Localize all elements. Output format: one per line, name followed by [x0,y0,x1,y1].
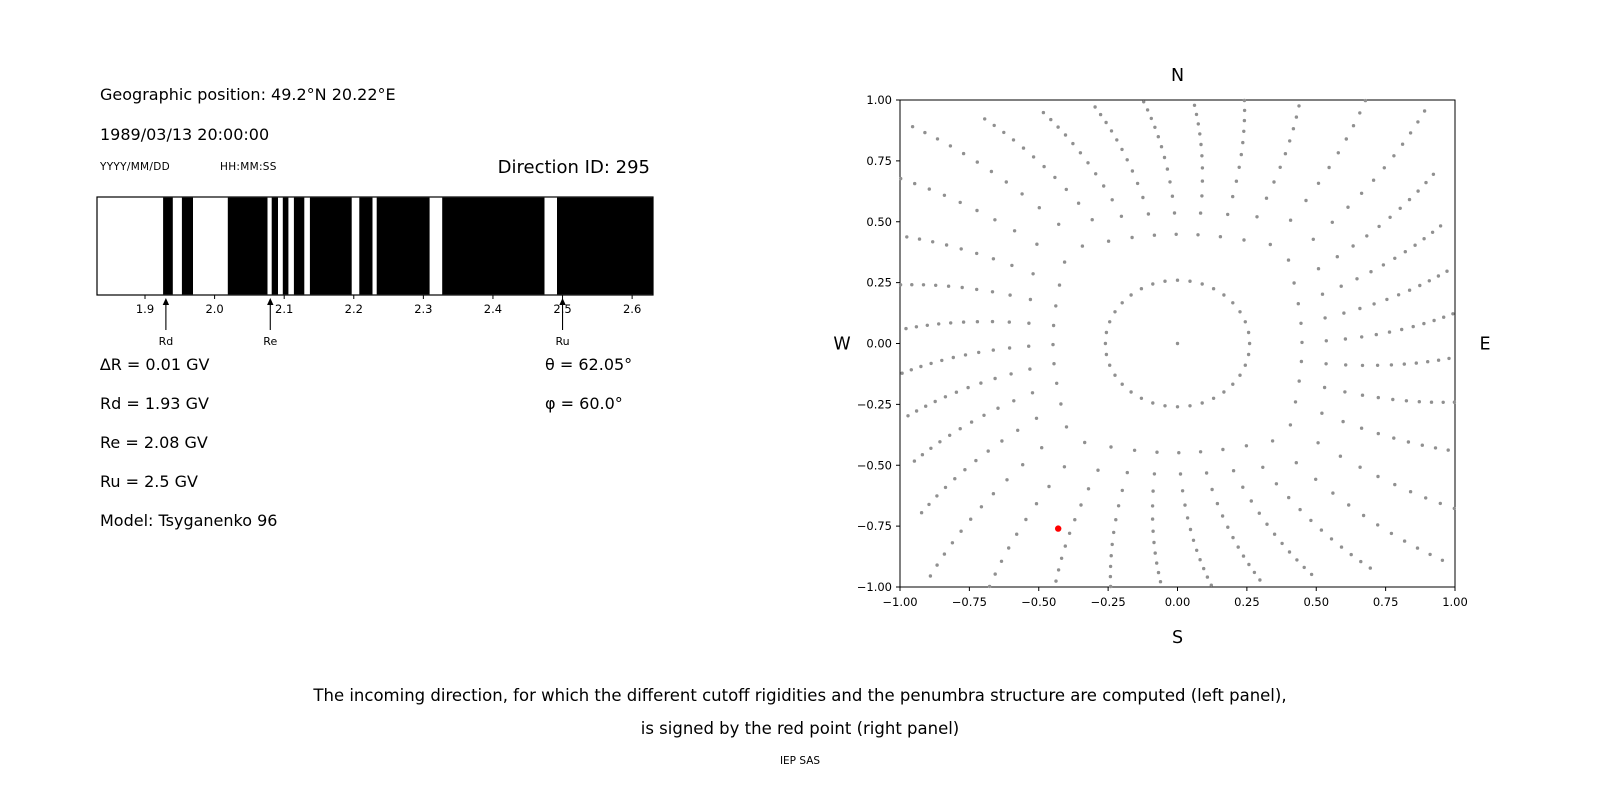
svg-text:1.00: 1.00 [1442,595,1468,609]
geographic-position-label: Geographic position: 49.2°N 20.22°E [100,85,396,104]
svg-text:−0.50: −0.50 [857,458,892,472]
svg-text:Ru: Ru [555,335,569,348]
svg-text:−0.50: −0.50 [1021,595,1056,609]
compass-north-label: N [1171,66,1184,86]
svg-text:0.75: 0.75 [866,154,892,168]
phi-value: φ = 60.0° [545,394,623,413]
svg-text:0.75: 0.75 [1373,595,1399,609]
svg-text:2.4: 2.4 [484,302,502,316]
rigidity-markers: Rd Re Ru [159,298,570,348]
delta-r-value: ∆R = 0.01 GV [100,355,210,374]
model-label: Model: Tsyganenko 96 [100,511,278,530]
incoming-direction-chart: −1.00 −0.75 −0.50 −0.25 0.00 0.25 0.50 0.75 1.00… [820,55,1540,674]
svg-text:Re: Re [263,335,277,348]
caption-line-2: is signed by the red point (right panel) [640,719,960,738]
penumbra-spectrum-chart: 1.9 2.0 2.1 2.2 2.3 2.4 2.5 2.6 Rd Re Ru [80,195,680,364]
caption-line-1: The incoming direction, for which the di… [313,686,1287,705]
direction-id-label: Direction ID: 295 [497,157,650,178]
compass-east-label: E [1479,335,1490,355]
svg-text:1.00: 1.00 [866,93,892,107]
date-format-hint: YYYY/MM/DD [100,161,171,173]
svg-text:0.50: 0.50 [866,215,892,229]
svg-text:2.6: 2.6 [623,302,641,316]
svg-text:0.00: 0.00 [1165,595,1191,609]
svg-text:−1.00: −1.00 [857,580,892,594]
svg-text:−0.75: −0.75 [952,595,987,609]
svg-text:0.25: 0.25 [1234,595,1260,609]
asymptotic-direction-dots [898,98,1457,589]
penumbra-x-axis: 1.9 2.0 2.1 2.2 2.3 2.4 2.5 2.6 [136,295,641,316]
compass-west-label: W [833,335,850,355]
svg-text:2.2: 2.2 [345,302,363,316]
theta-value: θ = 62.05° [545,355,633,374]
selected-direction-red-point [1055,525,1062,532]
svg-text:0.00: 0.00 [866,337,892,351]
credit-label: IEP SAS [779,755,821,767]
datetime-label: 1989/03/13 20:00:00 [100,125,270,144]
rd-value: Rd = 1.93 GV [100,394,209,413]
penumbra-svg: 1.9 2.0 2.1 2.2 2.3 2.4 2.5 2.6Rd Re Ru [96,196,654,348]
svg-text:2.1: 2.1 [275,302,293,316]
ru-value: Ru = 2.5 GV [100,472,198,491]
direction-y-axis: −1.00 −0.75 −0.50 −0.25 0.00 0.25 0.50 0.75 1.00 [857,93,900,594]
penumbra-black-bands [163,197,653,295]
re-value: Re = 2.08 GV [100,433,208,452]
direction-svg: −1.00 −0.75 −0.50 −0.25 0.00 0.25 0.50 0.75 1.00… [833,66,1490,648]
direction-x-axis: −1.00 −0.75 −0.50 −0.25 0.00 0.25 0.50 0.75 1.00 [882,587,1468,609]
svg-text:−1.00: −1.00 [882,595,917,609]
svg-text:−0.75: −0.75 [857,519,892,533]
svg-text:Rd: Rd [159,335,174,348]
svg-text:0.50: 0.50 [1303,595,1329,609]
compass-south-label: S [1172,628,1183,648]
svg-text:0.25: 0.25 [866,276,892,290]
svg-text:2.0: 2.0 [205,302,223,316]
svg-text:−0.25: −0.25 [1091,595,1126,609]
svg-text:2.3: 2.3 [414,302,432,316]
svg-text:−0.25: −0.25 [857,397,892,411]
time-format-hint: HH:MM:SS [220,161,277,173]
svg-text:1.9: 1.9 [136,302,154,316]
